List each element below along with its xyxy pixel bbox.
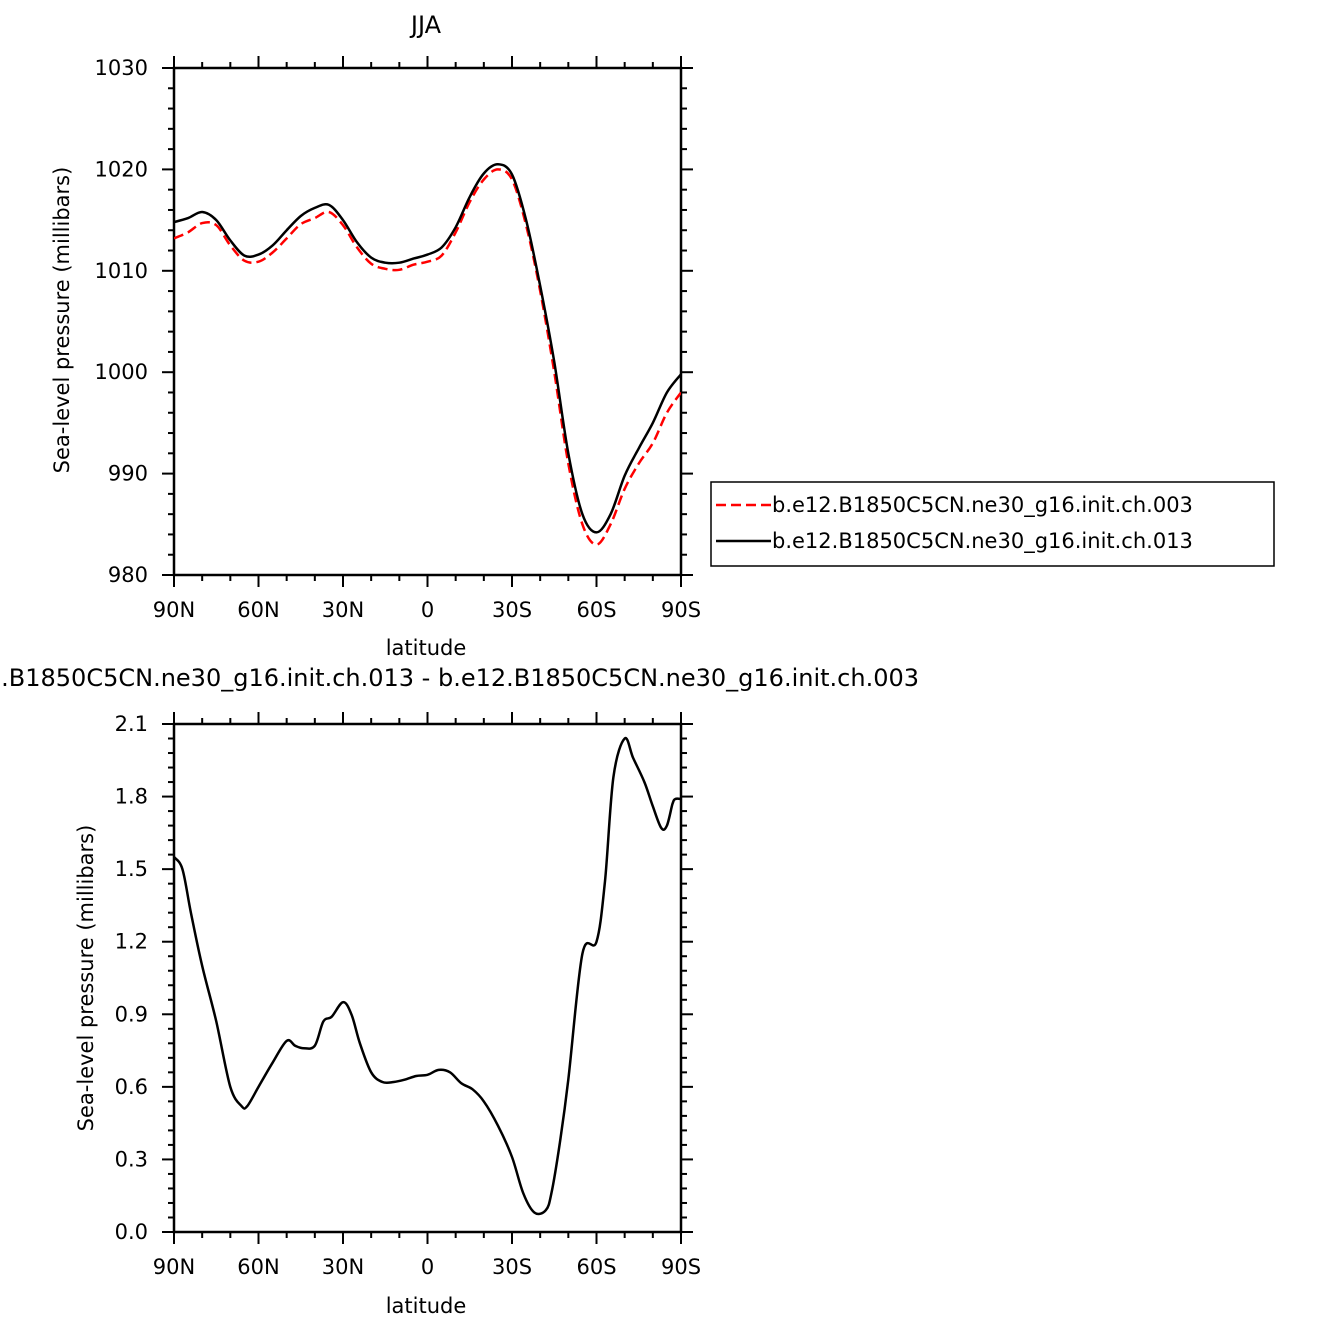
- x-tick-label: 30N: [322, 1255, 364, 1279]
- top-x-axis-label: latitude: [386, 636, 467, 660]
- y-tick-label: 990: [108, 462, 148, 486]
- legend-label-series-013: b.e12.B1850C5CN.ne30_g16.init.ch.013: [772, 529, 1193, 554]
- top-chart-title: JJA: [409, 11, 442, 39]
- y-tick-label: 1.5: [115, 857, 148, 881]
- x-tick-label: 60N: [237, 598, 279, 622]
- series-line-0-0: [174, 168, 681, 546]
- y-tick-label: 980: [108, 563, 148, 587]
- x-tick-label: 90S: [661, 1255, 701, 1279]
- y-tick-label: 0.0: [115, 1220, 148, 1244]
- plot-frame: [172, 722, 683, 1234]
- legend: b.e12.B1850C5CN.ne30_g16.init.ch.003 b.e…: [710, 481, 1275, 567]
- y-tick-label: 1020: [95, 157, 148, 181]
- x-tick-label: 30S: [492, 598, 532, 622]
- x-tick-label: 30S: [492, 1255, 532, 1279]
- top-panel: JJA 90N 60N 30N 0 30S 60S 90S 980 990 1000 1010 102…: [50, 11, 701, 660]
- x-tick-label: 60N: [237, 1255, 279, 1279]
- y-tick-label: 0.9: [115, 1002, 148, 1026]
- x-tick-label: 60S: [576, 598, 616, 622]
- y-tick-label: 1.8: [115, 785, 148, 809]
- x-tick-label: 0: [421, 1255, 434, 1279]
- x-tick-label: 90N: [153, 1255, 195, 1279]
- x-tick-label: 0: [421, 598, 434, 622]
- y-tick-label: 0.3: [115, 1147, 148, 1171]
- x-tick-label: 60S: [576, 1255, 616, 1279]
- x-tick-label: 90N: [153, 598, 195, 622]
- series-line-0-1: [174, 163, 681, 534]
- y-tick-label: 1030: [95, 56, 148, 80]
- legend-box: [710, 481, 1275, 567]
- y-tick-label: 2.1: [115, 712, 148, 736]
- bottom-chart-title: b.e12.B1850C5CN.ne30_g16.init.ch.013 - b…: [0, 664, 919, 692]
- bottom-panel: b.e12.B1850C5CN.ne30_g16.init.ch.013 - b…: [0, 664, 919, 1318]
- bottom-x-axis-label: latitude: [386, 1294, 467, 1318]
- x-tick-label: 90S: [661, 598, 701, 622]
- top-y-axis-label: Sea-level pressure (millibars): [50, 167, 74, 474]
- x-tick-label: 30N: [322, 598, 364, 622]
- series-line-1-0: [174, 736, 681, 1216]
- y-tick-label: 0.6: [115, 1075, 148, 1099]
- plot-frame: [172, 66, 683, 577]
- y-tick-label: 1010: [95, 259, 148, 283]
- legend-label-series-003: b.e12.B1850C5CN.ne30_g16.init.ch.003: [772, 493, 1193, 518]
- bottom-y-axis-label: Sea-level pressure (millibars): [74, 825, 98, 1132]
- top-plot-area: 90N 60N 30N 0 30S 60S 90S 980 990 1000 1010 1020 103…: [95, 56, 701, 622]
- y-tick-label: 1000: [95, 360, 148, 384]
- bottom-plot-area: 90N 60N 30N 0 30S 60S 90S 0.0 0.3 0.6 0.9 1.2 1.5 1.8…: [115, 712, 701, 1279]
- y-tick-label: 1.2: [115, 930, 148, 954]
